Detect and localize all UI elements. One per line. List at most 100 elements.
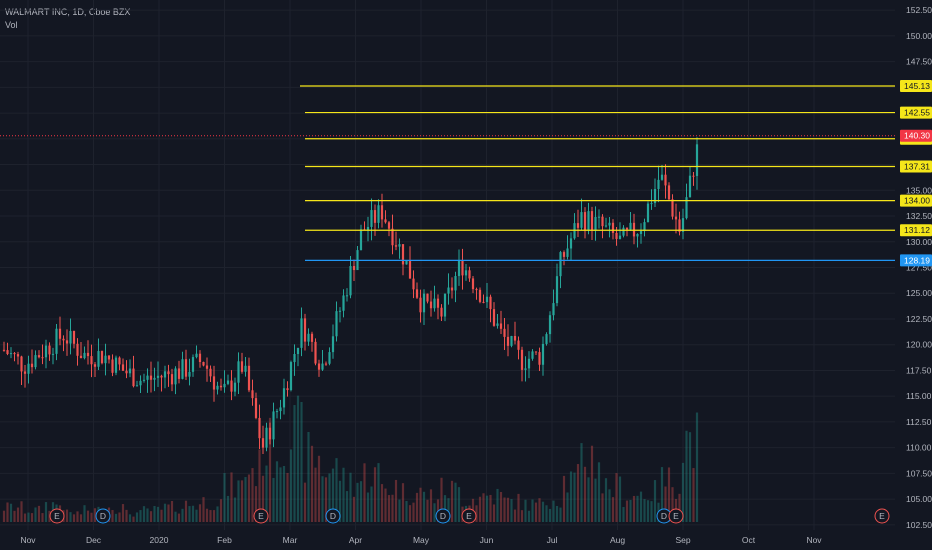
event-marker-label: D bbox=[440, 511, 446, 521]
candle-body bbox=[237, 361, 240, 383]
volume-bar bbox=[135, 512, 139, 522]
volume-bar bbox=[93, 508, 97, 522]
volume-bar bbox=[545, 505, 548, 522]
candle-body bbox=[90, 356, 93, 365]
volume-bar bbox=[454, 482, 457, 522]
volume-bar bbox=[433, 503, 436, 522]
candle-body bbox=[468, 270, 471, 279]
y-tick-label: 130.00 bbox=[906, 237, 932, 247]
volume-bar bbox=[538, 498, 541, 522]
candle-body bbox=[384, 219, 387, 223]
event-marker-circle bbox=[325, 508, 341, 524]
volume-bar bbox=[146, 508, 149, 522]
event-marker-circle bbox=[668, 508, 684, 524]
candle-body bbox=[380, 205, 384, 220]
candle-body bbox=[30, 363, 34, 368]
volume-bar bbox=[359, 481, 363, 522]
volume-bar bbox=[583, 466, 587, 522]
candle-body bbox=[275, 411, 279, 413]
volume-bar bbox=[9, 503, 13, 522]
volume-bar bbox=[209, 510, 212, 522]
candle-body bbox=[128, 368, 132, 374]
candle-body bbox=[23, 371, 27, 374]
volume-bar bbox=[625, 500, 629, 522]
candle-body bbox=[373, 210, 377, 223]
candle-body bbox=[569, 238, 573, 249]
x-axis[interactable]: Nov Dec 2020 Feb Mar Apr May Jun Jul Aug Sep Oct Nov bbox=[20, 535, 822, 545]
candle-body bbox=[6, 350, 9, 354]
volume-bar bbox=[125, 509, 128, 522]
volume-bar bbox=[695, 412, 699, 522]
earnings-marker: E bbox=[49, 508, 65, 524]
candle-body bbox=[268, 427, 272, 440]
candle-body bbox=[307, 333, 310, 342]
event-marker-circle bbox=[49, 508, 65, 524]
volume-bar bbox=[639, 491, 643, 522]
candle-body bbox=[100, 351, 104, 364]
candle-body bbox=[664, 174, 667, 186]
candle-body bbox=[601, 216, 604, 227]
price-levels bbox=[0, 85, 895, 261]
y-tick-label: 115.00 bbox=[906, 391, 932, 401]
candle-body bbox=[163, 371, 167, 378]
volume-bar bbox=[181, 508, 184, 522]
candle-body bbox=[489, 296, 492, 310]
volume-bar bbox=[139, 510, 142, 522]
candle-body bbox=[454, 276, 457, 291]
price-level-tag bbox=[900, 106, 932, 119]
candle-body bbox=[223, 383, 226, 388]
candle-body bbox=[58, 328, 62, 339]
volume-bar bbox=[293, 405, 296, 522]
dividend-marker: D bbox=[435, 508, 451, 524]
volume-bar bbox=[212, 510, 216, 522]
volume-bar bbox=[440, 477, 443, 522]
volume-bar bbox=[303, 482, 307, 522]
candle-body bbox=[391, 228, 394, 246]
candle-body bbox=[240, 361, 244, 372]
y-axis[interactable]: 102.50 105.00 107.50 110.00 112.50 115.00 117.… bbox=[900, 5, 932, 530]
candle-body bbox=[142, 379, 146, 381]
event-marker-label: E bbox=[879, 511, 885, 521]
volume-bar bbox=[401, 483, 405, 522]
dividend-marker: D bbox=[95, 508, 111, 524]
candle-body bbox=[688, 175, 692, 198]
candle-body bbox=[83, 352, 86, 359]
volume-bar bbox=[307, 431, 310, 522]
candle-body bbox=[426, 293, 429, 302]
volume-bar bbox=[415, 492, 419, 522]
candle-body bbox=[261, 438, 265, 448]
candle-body bbox=[44, 345, 48, 358]
volume-bar bbox=[478, 496, 482, 522]
candle-body bbox=[692, 175, 695, 177]
volume-bar bbox=[324, 477, 328, 522]
y-tick-label: 135.00 bbox=[906, 185, 932, 195]
price-level-tag bbox=[900, 194, 932, 207]
candle-body bbox=[167, 371, 170, 375]
volume-bar bbox=[2, 510, 6, 522]
volume-bar bbox=[629, 499, 632, 522]
volume-bar bbox=[517, 493, 520, 522]
volume-bar bbox=[34, 507, 37, 522]
volume-bar bbox=[27, 512, 30, 522]
candle-body bbox=[370, 210, 373, 227]
candle-body bbox=[160, 375, 163, 378]
candle-body bbox=[55, 328, 58, 354]
candle-body bbox=[657, 179, 660, 189]
candle-body bbox=[132, 368, 135, 387]
volume-bar bbox=[499, 491, 503, 522]
volume-bar bbox=[121, 504, 125, 522]
volume-bar bbox=[608, 489, 611, 522]
volume-bar bbox=[328, 473, 331, 522]
price-level-tag bbox=[900, 80, 932, 93]
candle-body bbox=[198, 353, 202, 363]
volume-bar bbox=[195, 509, 198, 522]
volume-bar bbox=[156, 506, 160, 522]
volume-bar bbox=[373, 467, 377, 522]
candle-body bbox=[674, 216, 678, 220]
candle-body bbox=[450, 287, 454, 291]
volume-bar bbox=[13, 510, 16, 522]
x-tick-label: Jul bbox=[547, 535, 558, 545]
volume-bar bbox=[377, 463, 380, 522]
